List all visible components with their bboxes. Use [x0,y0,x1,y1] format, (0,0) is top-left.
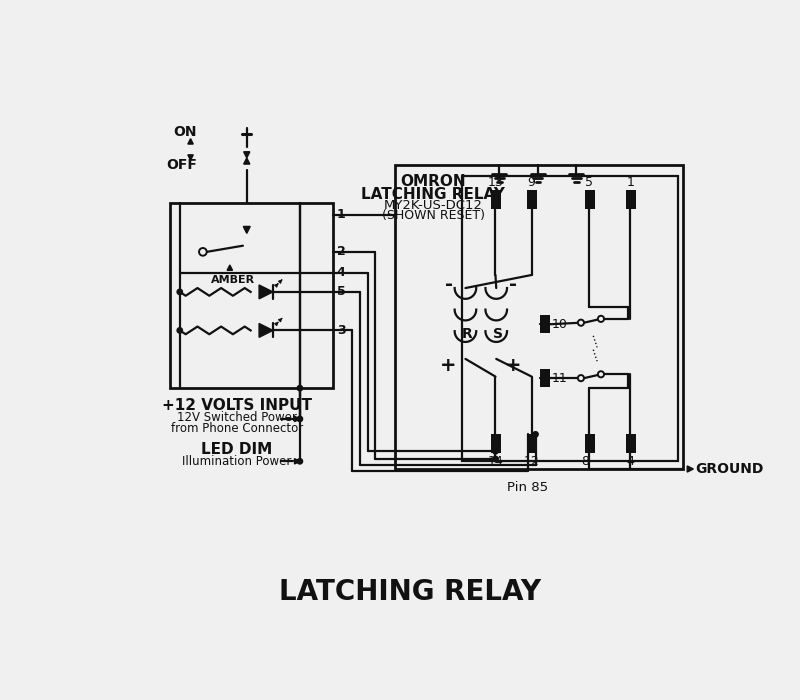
Circle shape [578,320,584,326]
Text: (SHOWN RESET): (SHOWN RESET) [382,209,485,222]
Bar [540,315,550,333]
Bar [527,434,537,453]
Bar [394,165,683,469]
Text: LATCHING RELAY: LATCHING RELAY [361,187,505,202]
Bar [462,176,678,461]
Text: 5: 5 [586,176,594,189]
Text: 5: 5 [337,286,346,298]
Bar [585,190,595,209]
Circle shape [177,289,182,295]
Bar [626,190,636,209]
Circle shape [297,416,302,421]
Text: 8: 8 [581,455,589,468]
Text: OMRON: OMRON [400,174,466,189]
Text: 4: 4 [626,455,634,468]
Polygon shape [227,265,233,270]
Polygon shape [294,416,300,421]
Circle shape [297,386,302,391]
Bar [527,190,537,209]
Text: LED DIM: LED DIM [201,442,272,457]
Text: Pin 85: Pin 85 [507,480,548,494]
Circle shape [598,316,604,322]
Polygon shape [243,227,250,233]
Text: GROUND: GROUND [695,462,763,476]
Text: -: - [509,274,517,294]
Text: 12: 12 [524,455,539,468]
Circle shape [578,375,584,382]
Text: LATCHING RELAY: LATCHING RELAY [279,578,541,606]
Text: +: + [440,356,457,375]
Circle shape [533,432,538,437]
Text: 3: 3 [337,324,346,337]
Text: S: S [493,328,502,342]
Polygon shape [259,323,273,337]
Circle shape [493,456,498,462]
Circle shape [177,328,182,333]
Text: OFF: OFF [166,158,198,172]
Text: 9: 9 [528,176,535,189]
Text: MY2K-US-DC12: MY2K-US-DC12 [384,199,482,212]
Bar [585,434,595,453]
Text: 12V Switched Power: 12V Switched Power [177,411,297,424]
Text: 11: 11 [552,372,567,384]
Text: +12 VOLTS INPUT: +12 VOLTS INPUT [162,398,312,414]
Polygon shape [259,285,273,299]
Bar [540,369,550,387]
Text: 13: 13 [487,176,503,189]
Circle shape [598,371,604,377]
Polygon shape [687,466,694,472]
Polygon shape [188,139,194,144]
Text: 14: 14 [487,455,503,468]
Bar [170,203,333,388]
Bar [491,190,501,209]
Polygon shape [244,152,250,158]
Text: 1: 1 [337,209,346,221]
Text: Illumination Power: Illumination Power [182,455,291,468]
Circle shape [199,248,206,256]
Text: 4: 4 [337,266,346,279]
Text: ON: ON [174,125,197,139]
Circle shape [297,458,302,464]
Polygon shape [244,158,250,164]
Polygon shape [188,155,194,160]
Text: 1: 1 [626,176,634,189]
Text: -: - [445,274,453,294]
Text: 2: 2 [337,246,346,258]
Text: +: + [505,356,522,375]
Text: R: R [462,328,472,342]
Circle shape [493,449,498,454]
Text: from Phone Connector: from Phone Connector [170,421,303,435]
Bar [491,434,501,453]
Text: 10: 10 [552,318,567,330]
Bar [626,434,636,453]
Text: AMBER: AMBER [211,275,255,286]
Polygon shape [294,458,300,464]
